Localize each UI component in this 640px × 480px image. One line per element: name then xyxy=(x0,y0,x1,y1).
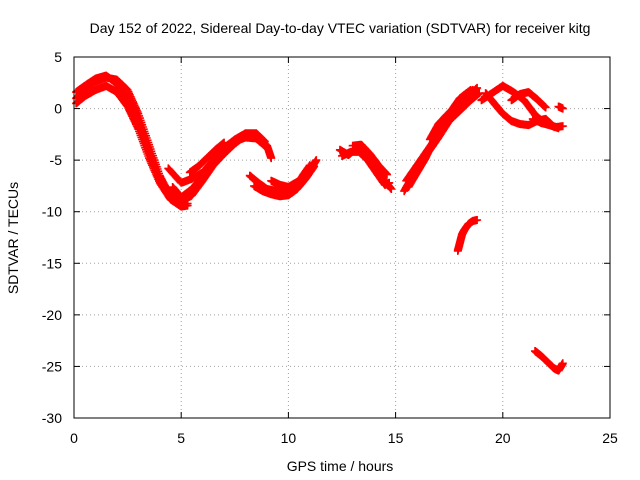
series-arc-3c xyxy=(267,161,314,191)
data-point-markers xyxy=(528,114,563,133)
x-tick-label: 20 xyxy=(495,430,511,446)
x-tick-label: 15 xyxy=(388,430,404,446)
series-arc-6e xyxy=(554,102,567,113)
series-arc-6d xyxy=(528,114,563,133)
x-tick-label: 5 xyxy=(177,430,185,446)
y-tick-label: -20 xyxy=(42,307,62,323)
x-tick-label: 10 xyxy=(281,430,297,446)
y-tick-label: 0 xyxy=(54,101,62,117)
series-arc-3b xyxy=(250,162,319,201)
y-tick-label: -30 xyxy=(42,410,62,426)
y-tick-label: -5 xyxy=(50,152,63,168)
series-arc-8 xyxy=(531,347,567,375)
data-point-markers xyxy=(250,162,319,201)
series-arc-4b xyxy=(338,147,394,189)
series-arc-4c xyxy=(348,140,391,179)
data-point-markers xyxy=(425,86,477,144)
data-point-markers xyxy=(267,161,314,191)
y-tick-label: -10 xyxy=(42,204,62,220)
y-tick-label: -25 xyxy=(42,358,62,374)
data-point-markers xyxy=(531,347,567,375)
data-point-markers xyxy=(554,102,567,113)
data-point-markers xyxy=(453,216,482,255)
series-arc-7 xyxy=(453,216,482,255)
axis-ticks: 0 5 10 15 20 25 5 0 -5 -10 -15 -20 -25 -30 xyxy=(42,49,618,446)
series-arc-6c xyxy=(507,88,550,112)
x-axis-label: GPS time / hours xyxy=(287,458,394,474)
data-points xyxy=(72,71,567,375)
chart-title: Day 152 of 2022, Sidereal Day-to-day VTE… xyxy=(90,20,591,36)
plot-frame xyxy=(73,56,611,419)
data-point-markers xyxy=(185,138,229,177)
y-axis-label: SDTVAR / TECUs xyxy=(5,182,21,294)
y-tick-label: -15 xyxy=(42,255,62,271)
series-arc-1c xyxy=(72,71,192,206)
data-point-markers xyxy=(72,71,192,206)
data-point-markers xyxy=(338,147,394,189)
series-arc-2c xyxy=(177,131,276,206)
series-arc-2d xyxy=(185,138,229,177)
x-tick-label: 0 xyxy=(70,430,78,446)
data-point-markers xyxy=(507,88,550,112)
data-point-markers xyxy=(348,140,391,179)
series-arc-5d xyxy=(425,86,477,144)
data-point-markers xyxy=(177,131,276,206)
x-tick-label: 25 xyxy=(602,430,618,446)
y-tick-label: 5 xyxy=(54,49,62,65)
